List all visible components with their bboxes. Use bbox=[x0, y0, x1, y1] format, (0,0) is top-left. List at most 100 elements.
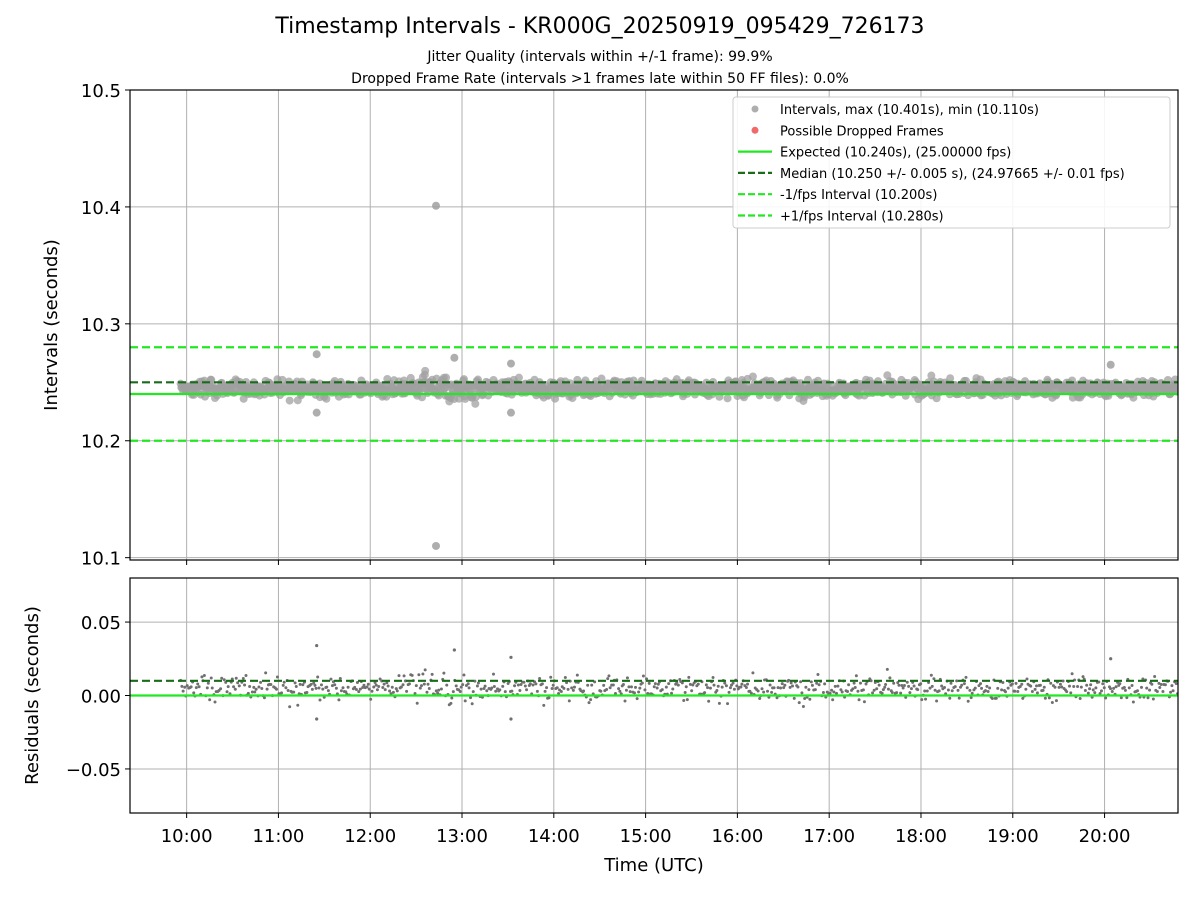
residual-point bbox=[1169, 690, 1173, 694]
residual-outlier-point bbox=[315, 717, 319, 721]
residual-point bbox=[542, 703, 546, 707]
residual-point bbox=[853, 686, 857, 690]
residual-point bbox=[219, 687, 223, 691]
residual-point bbox=[410, 673, 414, 677]
residual-point bbox=[716, 684, 720, 688]
residual-point bbox=[366, 682, 370, 686]
residual-point bbox=[1078, 697, 1082, 701]
legend-label: Possible Dropped Frames bbox=[780, 124, 944, 139]
residual-point bbox=[1112, 686, 1116, 690]
residual-point bbox=[638, 686, 642, 690]
interval-outlier-point bbox=[1106, 360, 1115, 369]
residual-point bbox=[401, 683, 405, 687]
residual-point bbox=[1119, 696, 1123, 700]
residual-point bbox=[1131, 700, 1135, 704]
residual-point bbox=[296, 703, 300, 707]
residual-point bbox=[549, 675, 553, 679]
residual-point bbox=[1102, 686, 1106, 690]
residual-point bbox=[1054, 699, 1058, 703]
interval-point bbox=[748, 372, 757, 381]
interval-point bbox=[514, 373, 523, 382]
residual-point bbox=[840, 690, 844, 694]
residual-point bbox=[390, 685, 394, 689]
residual-point bbox=[450, 696, 454, 700]
x-tick-label: 18:00 bbox=[895, 826, 947, 847]
residual-point bbox=[510, 689, 514, 693]
residual-point bbox=[395, 689, 399, 693]
interval-outlier-point bbox=[432, 541, 441, 550]
residual-point bbox=[788, 685, 792, 689]
residual-point bbox=[567, 699, 571, 703]
residual-point bbox=[575, 673, 579, 677]
residual-point bbox=[1098, 692, 1102, 696]
residual-point bbox=[301, 683, 305, 687]
residual-point bbox=[281, 683, 285, 687]
residual-point bbox=[1089, 683, 1093, 687]
residual-point bbox=[872, 688, 876, 692]
residual-point bbox=[434, 689, 438, 693]
residual-point bbox=[797, 701, 801, 705]
residual-point bbox=[557, 692, 561, 696]
residual-point bbox=[316, 675, 320, 679]
residual-point bbox=[883, 685, 887, 689]
y-tick-label-top: 10.1 bbox=[81, 549, 121, 570]
residual-point bbox=[779, 686, 783, 690]
y-tick-label-bottom: −0.05 bbox=[66, 760, 121, 781]
residual-point bbox=[321, 687, 325, 691]
residual-point bbox=[210, 686, 214, 690]
residual-point bbox=[685, 698, 689, 702]
residual-point bbox=[259, 680, 263, 684]
residual-point bbox=[570, 686, 574, 690]
residual-point bbox=[1163, 683, 1167, 687]
residual-point bbox=[979, 682, 983, 686]
residual-point bbox=[634, 685, 638, 689]
residual-point bbox=[365, 685, 369, 689]
residual-point bbox=[589, 698, 593, 702]
residual-point bbox=[847, 683, 851, 687]
residual-point bbox=[828, 691, 832, 695]
residual-point bbox=[467, 686, 471, 690]
residual-point bbox=[415, 701, 419, 705]
residual-point bbox=[248, 685, 252, 689]
residual-point bbox=[871, 691, 875, 695]
interval-point bbox=[597, 374, 606, 383]
residual-point bbox=[1033, 687, 1037, 691]
residual-point bbox=[280, 691, 284, 695]
residual-point bbox=[1122, 685, 1126, 689]
residual-point bbox=[494, 689, 498, 693]
residual-point bbox=[647, 681, 651, 685]
residual-point bbox=[973, 686, 977, 690]
residual-point bbox=[940, 684, 944, 688]
residual-point bbox=[758, 697, 762, 701]
residual-point bbox=[232, 685, 236, 689]
residual-point bbox=[346, 685, 350, 689]
residual-point bbox=[244, 674, 248, 678]
residual-point bbox=[237, 684, 241, 688]
residual-point bbox=[965, 686, 969, 690]
residual-point bbox=[950, 689, 954, 693]
residual-point bbox=[274, 687, 278, 691]
residual-point bbox=[491, 672, 495, 676]
residual-point bbox=[783, 683, 787, 687]
residual-point bbox=[1099, 689, 1103, 693]
residual-point bbox=[720, 685, 724, 689]
residual-point bbox=[535, 689, 539, 693]
interval-point bbox=[1174, 382, 1178, 391]
residual-point bbox=[791, 684, 795, 688]
residual-point bbox=[563, 676, 567, 680]
residual-point bbox=[582, 689, 586, 693]
y-tick-label-bottom: 0.05 bbox=[81, 613, 121, 634]
residual-point bbox=[715, 689, 719, 693]
interval-point bbox=[927, 371, 936, 380]
residual-point bbox=[466, 682, 470, 686]
residual-point bbox=[606, 677, 610, 681]
residual-point bbox=[196, 682, 200, 686]
residual-point bbox=[772, 686, 776, 690]
residual-point bbox=[643, 688, 647, 692]
residual-point bbox=[996, 686, 1000, 690]
residual-outlier-point bbox=[509, 717, 513, 721]
residual-point bbox=[602, 683, 606, 687]
residual-point bbox=[367, 687, 371, 691]
residual-point bbox=[310, 687, 314, 691]
residual-point bbox=[885, 667, 889, 671]
